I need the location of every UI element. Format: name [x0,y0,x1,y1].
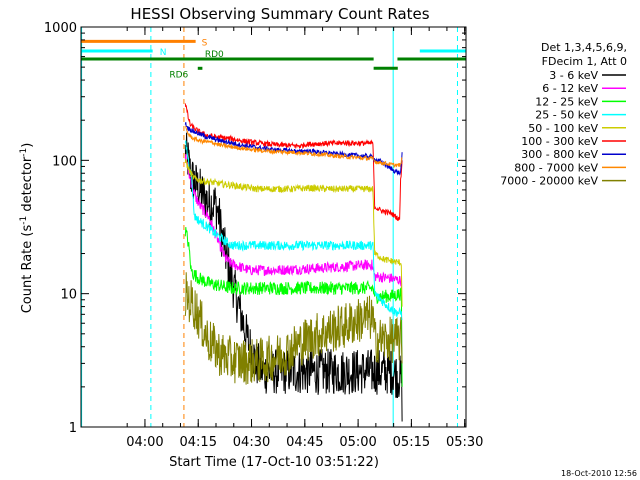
y-axis-ticks: 1 10 100 1000 [44,21,466,436]
x-tick-label: 05:15 [393,435,430,450]
series-line [184,140,403,321]
series-line [184,227,403,387]
legend: Det 1,3,4,5,6,9, FDecim 1, Att 0 3 - 6 k… [500,41,627,188]
y-axis-label-part: Count Rate (s [20,225,35,314]
y-tick-label: 100 [52,154,77,169]
legend-header: Det 1,3,4,5,6,9, [541,41,627,54]
plot-frame [80,26,467,428]
x-axis-label: Start Time (17-Oct-10 03:51:22) [169,455,379,470]
series-line [184,272,403,385]
legend-label: 100 - 300 keV [521,135,598,148]
y-axis-label-part: ) [20,143,35,148]
x-tick-label: 05:00 [339,435,376,450]
flag-labels: S N RD0 RD6 [160,38,224,80]
series-line [184,122,403,176]
legend-label: 6 - 12 keV [542,82,598,95]
x-tick-label: 05:30 [446,435,483,450]
x-tick-label: 04:00 [126,435,163,450]
x-tick-label: 04:30 [233,435,270,450]
y-axis-label-part: detector [20,156,35,216]
series-line [184,103,403,222]
legend-label: 12 - 25 keV [535,95,598,108]
flag-label: S [202,38,208,48]
y-tick-label: 1 [69,421,77,436]
x-tick-label: 04:15 [180,435,217,450]
flag-label: RD6 [169,70,188,80]
chart-title: HESSI Observing Summary Count Rates [130,5,429,23]
legend-label: 25 - 50 keV [535,109,598,122]
status-flags [81,39,466,70]
y-tick-label: 1000 [44,21,77,36]
timestamp: 18-Oct-2010 12:56 [561,469,637,478]
legend-label: 3 - 6 keV [549,69,598,82]
legend-label: 800 - 7000 keV [514,161,598,174]
series-line [184,125,403,169]
series-line [184,154,403,387]
series-line [184,158,403,307]
flag-label: N [160,48,167,58]
y-axis-label-sup: -1 [19,148,29,157]
y-axis-label: Count Rate (s-1 detector-1) [19,143,35,314]
x-axis-ticks: 04:00 04:15 04:30 04:45 05:00 05:15 05:30 [126,27,483,450]
legend-header: FDecim 1, Att 0 [542,55,627,68]
legend-label: 7000 - 20000 keV [500,175,598,188]
legend-label: 300 - 800 keV [521,148,598,161]
vertical-markers [81,27,458,427]
flag-label: RD0 [205,50,224,60]
y-tick-label: 10 [60,288,77,303]
legend-label: 50 - 100 keV [528,122,598,135]
y-axis-label-sup: -1 [19,216,29,225]
series-group [184,103,403,422]
x-tick-label: 04:45 [286,435,323,450]
